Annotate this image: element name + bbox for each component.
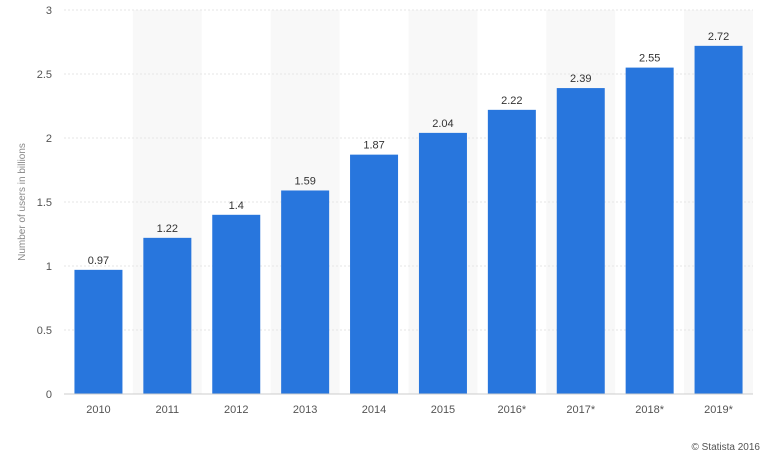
x-tick-label: 2017*	[566, 404, 595, 416]
bar[interactable]	[694, 45, 743, 395]
y-tick-label: 1	[46, 261, 52, 273]
x-tick-label: 2019*	[704, 404, 733, 416]
x-tick-label: 2018*	[635, 404, 664, 416]
data-label: 2.04	[432, 118, 453, 130]
y-axis-label: Number of users in billions	[17, 143, 28, 261]
bar[interactable]	[350, 154, 399, 394]
data-label: 2.72	[708, 31, 729, 43]
statista-credit: © Statista 2016	[691, 442, 760, 453]
y-axis-ticks: 0 0.5 1 1.5 2 2.5 3	[37, 5, 52, 401]
data-label: 1.59	[294, 175, 315, 187]
data-label: 1.4	[229, 200, 244, 212]
data-label: 2.55	[639, 53, 660, 65]
x-tick-label: 2016*	[497, 404, 526, 416]
data-label: 0.97	[88, 255, 109, 267]
bar[interactable]	[143, 237, 192, 394]
x-axis-ticks: 2010 2011 2012 2013 2014 2015 2016* 2017* 2018* 2…	[86, 404, 733, 416]
data-label: 2.39	[570, 73, 591, 85]
x-tick-label: 2014	[362, 404, 386, 416]
y-tick-label: 3	[46, 5, 52, 17]
bar[interactable]	[556, 88, 605, 394]
bar[interactable]	[418, 132, 467, 394]
y-tick-label: 2.5	[37, 69, 52, 81]
x-tick-label: 2013	[293, 404, 317, 416]
bars	[74, 45, 743, 395]
gridlines	[64, 9, 753, 331]
bar[interactable]	[625, 67, 674, 394]
y-tick-label: 0	[46, 389, 52, 401]
bar[interactable]	[212, 214, 261, 394]
x-tick-label: 2010	[86, 404, 110, 416]
data-label: 2.22	[501, 95, 522, 107]
y-tick-label: 2	[46, 133, 52, 145]
bar[interactable]	[74, 269, 123, 394]
y-tick-label: 1.5	[37, 197, 52, 209]
bar[interactable]	[281, 190, 330, 394]
x-tick-label: 2012	[224, 404, 248, 416]
bar[interactable]	[487, 109, 536, 394]
data-label: 1.22	[157, 223, 178, 235]
data-label: 1.87	[363, 140, 384, 152]
x-tick-label: 2011	[156, 404, 180, 416]
y-tick-label: 0.5	[37, 325, 52, 337]
data-labels: 0.97 1.22 1.4 1.59 1.87 2.04 2.22 2.39 2.55 2.72	[88, 31, 730, 267]
x-tick-label: 2015	[431, 404, 455, 416]
